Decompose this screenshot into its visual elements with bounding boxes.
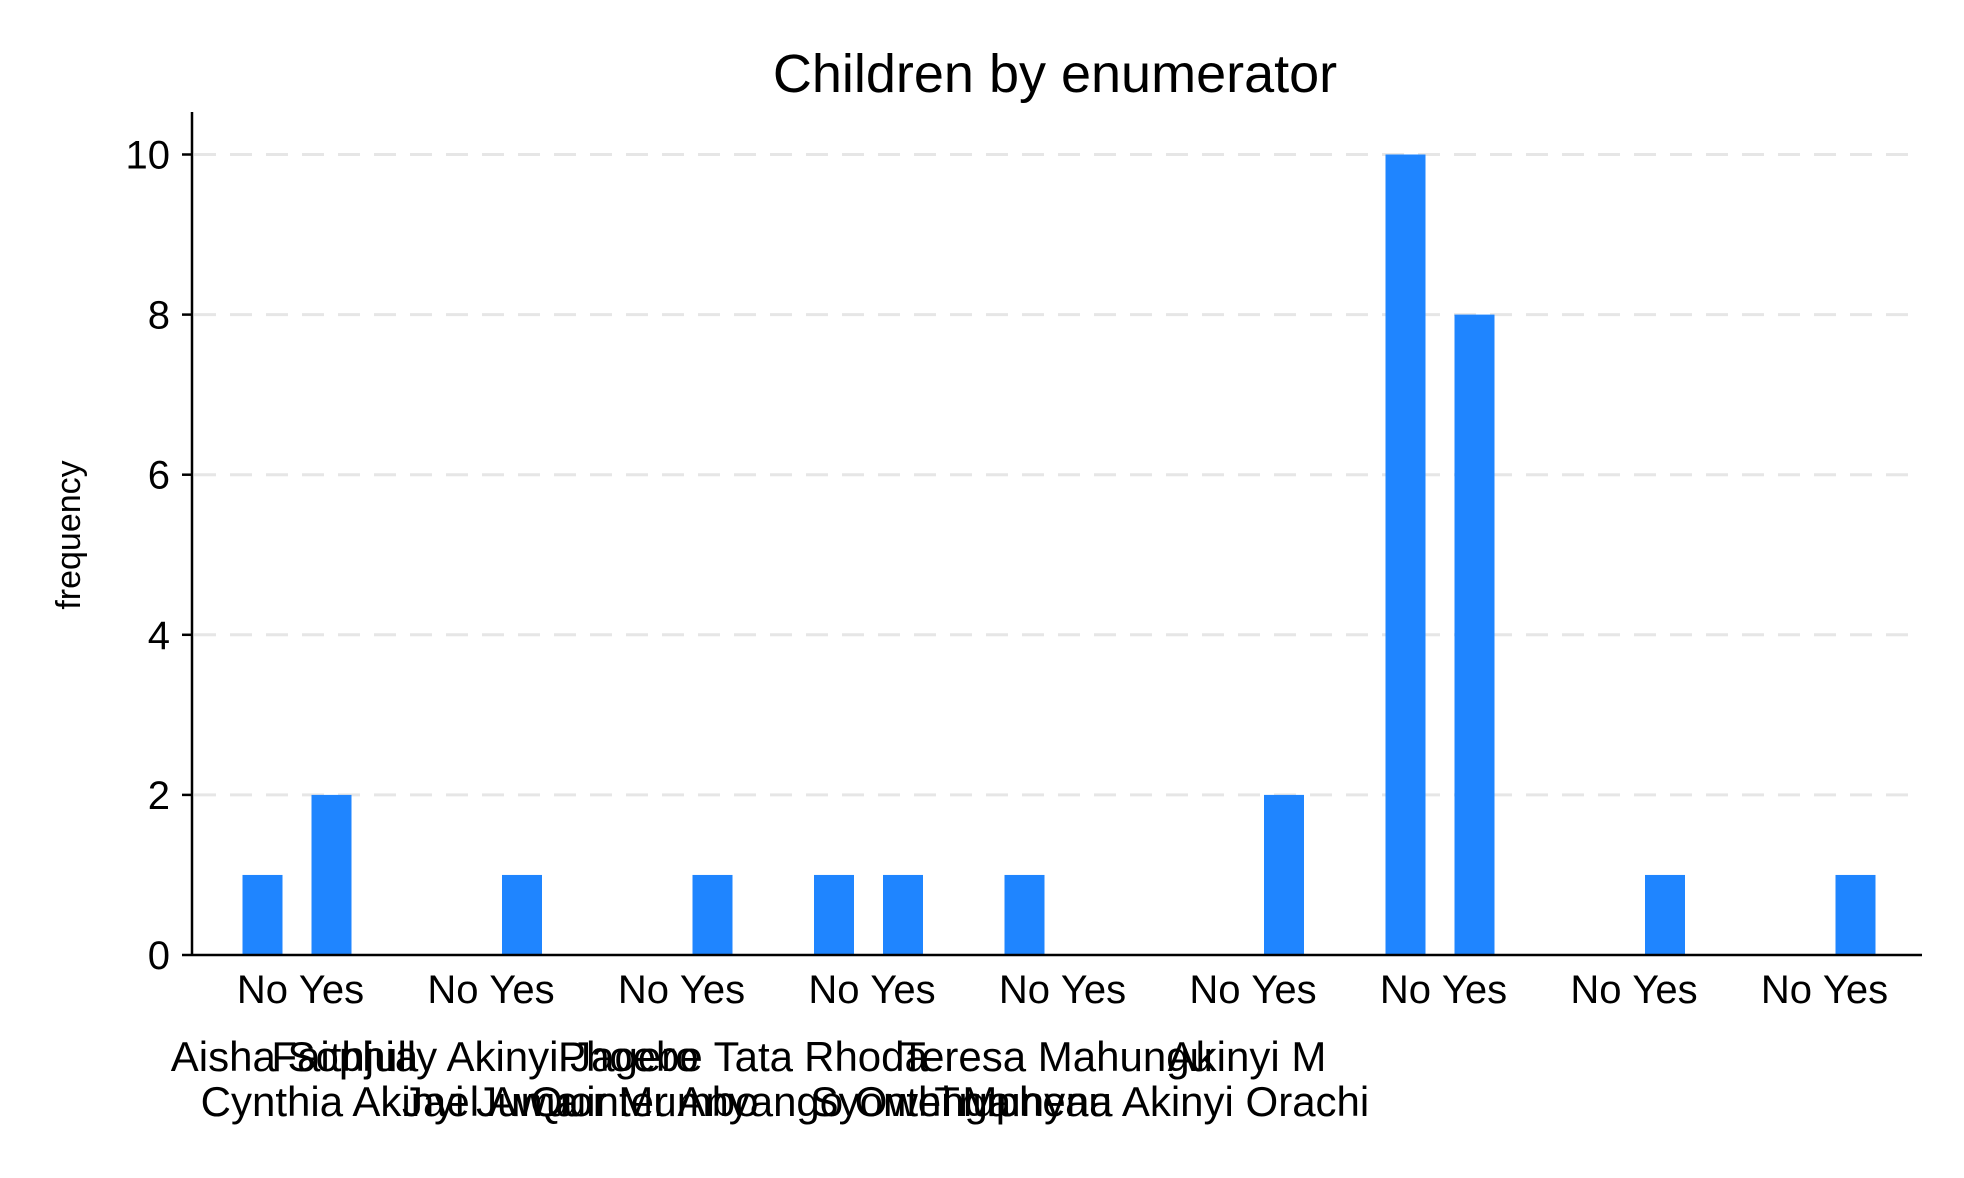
bar	[1645, 874, 1685, 955]
x-tick-label: No	[1761, 968, 1812, 1012]
x-tick-label: No	[237, 968, 288, 1012]
x-tick-label: No	[1570, 968, 1621, 1012]
bar	[502, 874, 542, 955]
enumerator-label: Akinyi M	[1168, 1033, 1327, 1080]
enumerator-label: Cynthia Akinyi Juma	[201, 1078, 580, 1125]
y-ticks: 0 2 4 6 8 10	[126, 134, 192, 978]
x-tick-label: Yes	[1442, 968, 1507, 1012]
x-tick-label: No	[1189, 968, 1240, 1012]
enumerator-label: Truphena Akinyi Orachi	[934, 1078, 1369, 1125]
x-tick-label: No	[808, 968, 859, 1012]
x-tick-label: Yes	[870, 968, 935, 1012]
x-tick-label: No	[1380, 968, 1431, 1012]
x-tick-label: Yes	[1823, 968, 1888, 1012]
bar	[883, 874, 923, 955]
bar	[1004, 874, 1045, 955]
bar	[1835, 874, 1876, 955]
grid-lines	[194, 153, 1922, 797]
x-tick-label: Yes	[1251, 968, 1316, 1012]
x-tick-label: No	[427, 968, 478, 1012]
enumerator-label: Rhoda	[804, 1033, 928, 1080]
bar	[814, 874, 854, 955]
enumerator-label: Faithjully Akinyi Jagero	[271, 1033, 698, 1080]
y-tick-label: 4	[148, 614, 170, 658]
x-tick-label: Yes	[1632, 968, 1697, 1012]
y-axis-label: frequency	[50, 460, 88, 609]
x-ticks: No Yes No Yes No Yes No Yes No Yes No Yes No Yes No Yes…	[237, 968, 1888, 1012]
y-tick-label: 0	[148, 934, 170, 978]
bar	[311, 794, 352, 955]
bar	[1385, 154, 1426, 955]
x-tick-label: Yes	[489, 968, 554, 1012]
x-tick-label: No	[999, 968, 1050, 1012]
enumerator-label: Syonthi Munyau	[811, 1078, 1112, 1125]
chart-title: Children by enumerator	[773, 44, 1337, 104]
bar	[1264, 794, 1304, 955]
x-tick-label: Yes	[680, 968, 745, 1012]
enumerator-label: Quinter Anyango Owenga	[530, 1078, 1012, 1125]
x-tick-label: Yes	[1061, 968, 1126, 1012]
y-tick-label: 8	[148, 294, 170, 338]
bar	[242, 874, 283, 955]
bars	[242, 154, 1876, 956]
x-tick-label: Yes	[299, 968, 364, 1012]
bar	[1454, 314, 1495, 956]
enumerator-label: Phoebe Tata	[558, 1033, 794, 1080]
enumerator-label: Jael Awuor Mumbo	[402, 1078, 758, 1125]
y-tick-label: 10	[126, 134, 171, 178]
y-tick-label: 6	[148, 454, 170, 498]
bar	[692, 874, 733, 955]
enumerator-label: Teresa Mahungu	[900, 1033, 1213, 1080]
enumerator-label: Aisha Sophia	[171, 1033, 419, 1080]
y-tick-label: 2	[148, 774, 170, 818]
x-tick-label: No	[618, 968, 669, 1012]
